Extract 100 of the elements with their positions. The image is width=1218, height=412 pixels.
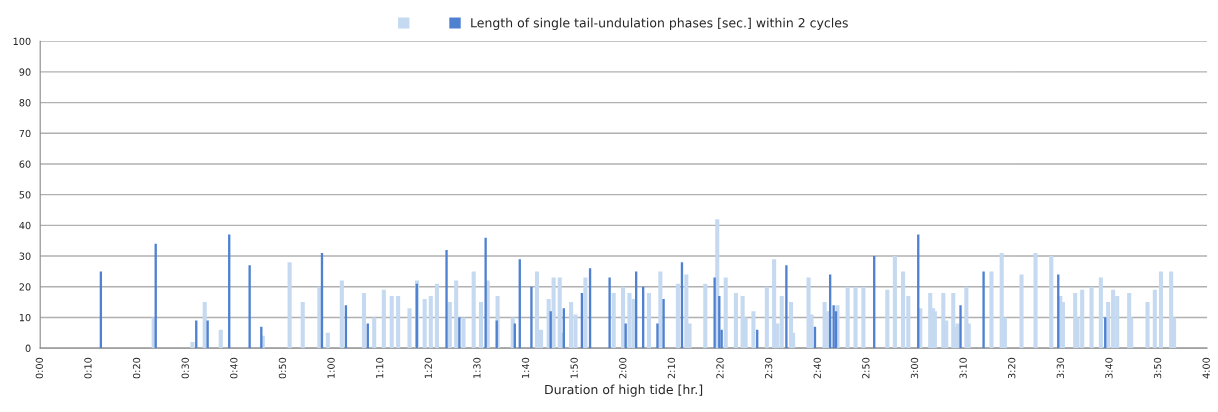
- x-tick-label: 3:40: [1105, 357, 1113, 379]
- bar: [1098, 277, 1103, 349]
- y-tick-label: 100: [13, 37, 31, 46]
- bar: [892, 256, 897, 349]
- bar: [608, 277, 611, 349]
- x-tick-label: 1:00: [327, 357, 335, 378]
- bar: [551, 277, 556, 349]
- y-tick-label: 10: [19, 313, 31, 322]
- bar: [300, 302, 305, 349]
- x-tick-label: 0:10: [84, 357, 92, 379]
- bar: [885, 289, 890, 349]
- y-tick-label: 80: [19, 99, 31, 107]
- x-tick-label: 1:20: [424, 357, 432, 378]
- bar: [785, 265, 788, 349]
- bar: [999, 252, 1004, 349]
- x-tick-label: 1:30: [473, 357, 481, 378]
- bar: [684, 274, 689, 349]
- y-tick-label: 50: [19, 191, 31, 199]
- bar: [339, 280, 344, 349]
- bar: [396, 295, 401, 349]
- bar: [461, 317, 466, 349]
- y-tick-label: 40: [19, 221, 31, 230]
- bar: [445, 249, 448, 349]
- bar: [1019, 274, 1024, 349]
- bar: [658, 271, 663, 349]
- x-tick-label: 4:00: [1202, 357, 1210, 379]
- x-tick-label: 2:50: [862, 357, 870, 379]
- bar: [530, 286, 533, 349]
- bar: [662, 299, 665, 349]
- bar: [853, 286, 858, 349]
- bar: [248, 265, 251, 349]
- bar: [484, 237, 487, 349]
- bar: [624, 323, 627, 349]
- x-tick-label: 1:50: [570, 357, 578, 378]
- bar: [713, 277, 716, 349]
- x-tick-label: 0:40: [230, 357, 238, 379]
- bar: [772, 259, 777, 349]
- bar: [989, 271, 994, 349]
- bar: [317, 286, 322, 349]
- bar: [1145, 302, 1150, 349]
- bar: [407, 308, 412, 349]
- bar: [959, 305, 962, 349]
- y-tick-label: 60: [19, 160, 31, 168]
- bar: [381, 289, 386, 349]
- bar: [627, 292, 632, 349]
- bar: [534, 271, 540, 349]
- x-tick-label: 0:20: [132, 357, 141, 379]
- y-tick-label: 0: [25, 344, 31, 352]
- x-tick-label: 3:20: [1008, 357, 1016, 379]
- bar: [218, 329, 223, 349]
- y-tick-label: 20: [19, 283, 31, 291]
- x-tick-label: 2:40: [813, 357, 821, 379]
- bar: [478, 302, 484, 349]
- bar: [389, 295, 394, 349]
- bar: [428, 295, 433, 349]
- y-tick-label: 30: [19, 252, 31, 260]
- bar: [325, 332, 330, 349]
- bar: [1049, 256, 1054, 349]
- y-tick-label: 70: [19, 129, 31, 138]
- bar: [1158, 271, 1163, 349]
- bar: [1033, 252, 1038, 349]
- bar: [434, 283, 439, 349]
- bar: [422, 299, 427, 349]
- x-tick-label: 2:30: [764, 357, 773, 379]
- x-axis-title: Duration of high tide [hr.]: [545, 384, 703, 397]
- x-tick-label: 3:50: [1153, 357, 1162, 379]
- bar: [982, 271, 985, 349]
- x-tick-label: 3:30: [1056, 357, 1064, 379]
- x-tick-label: 0:00: [35, 357, 44, 379]
- legend-label: Length of single tail-undulation phases [sec.] within 2 cycles: [471, 17, 848, 30]
- bar: [703, 283, 708, 349]
- x-tick-label: 2:00: [619, 357, 627, 379]
- x-tick-label: 3:10: [959, 357, 967, 379]
- bar: [454, 280, 459, 349]
- x-tick-label: 0:50: [278, 357, 287, 379]
- bar: [361, 292, 367, 349]
- bar: [1089, 286, 1094, 349]
- bar: [845, 286, 850, 349]
- bar: [751, 311, 756, 349]
- bar: [656, 323, 659, 349]
- bar: [372, 317, 377, 349]
- bar: [861, 286, 866, 349]
- bar: [458, 317, 461, 349]
- bar: [569, 302, 574, 349]
- bar: [287, 262, 292, 349]
- bar: [611, 292, 616, 349]
- y-tick-label: 90: [19, 68, 31, 76]
- bar: [583, 277, 588, 349]
- bar: [723, 277, 728, 349]
- bar: [779, 295, 784, 349]
- x-tick-label: 2:20: [716, 357, 724, 379]
- bar: [471, 271, 476, 349]
- bar: [447, 302, 452, 349]
- x-tick-label: 1:10: [376, 357, 384, 378]
- bar: [206, 320, 209, 349]
- bar: [646, 292, 652, 349]
- bar: [1152, 289, 1157, 349]
- bar: [190, 342, 195, 349]
- x-tick-label: 2:10: [667, 357, 676, 379]
- x-tick-label: 3:00: [910, 357, 919, 379]
